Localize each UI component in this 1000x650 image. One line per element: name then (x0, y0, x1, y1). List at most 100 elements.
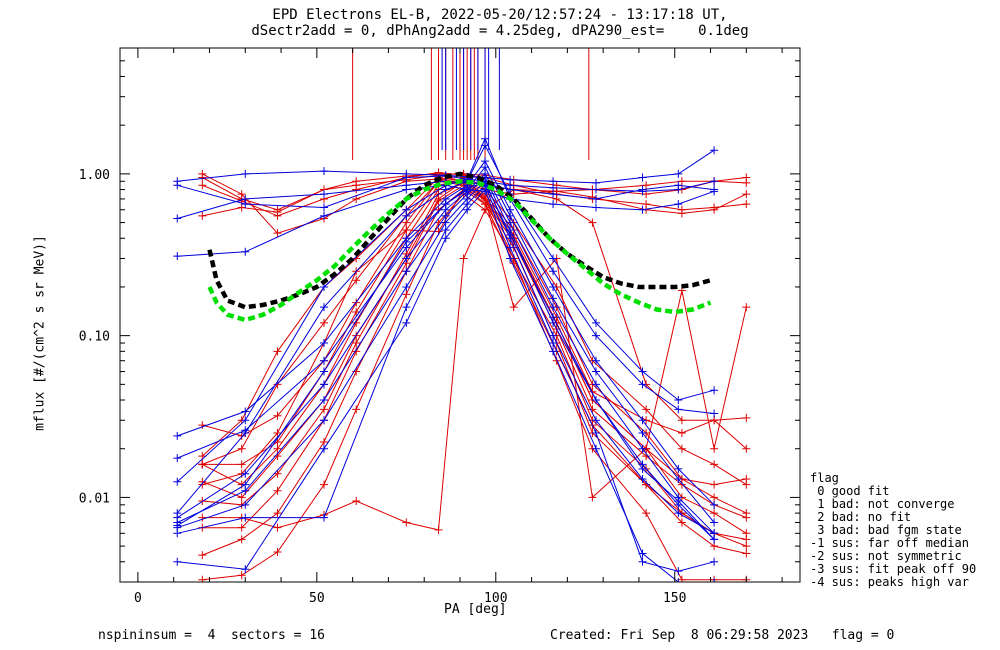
data-point-marker (402, 318, 411, 327)
data-point-marker (273, 486, 282, 495)
data-point-marker (481, 163, 490, 172)
footer-right: Created: Fri Sep 8 06:29:58 2023 flag = … (550, 628, 895, 643)
data-point-marker (402, 290, 411, 299)
data-point-marker (742, 444, 751, 453)
data-point-marker (320, 480, 328, 489)
data-point-marker (320, 513, 328, 522)
data-point-marker (638, 380, 647, 389)
data-point-marker (237, 535, 246, 544)
data-point-marker (549, 347, 558, 356)
data-point-marker (402, 225, 411, 234)
data-point-marker (710, 509, 719, 518)
data-point-marker (638, 557, 647, 566)
data-point-marker (198, 480, 207, 489)
data-point-marker (710, 416, 719, 425)
data-point-marker (273, 229, 282, 238)
data-point-marker (241, 565, 250, 574)
y-tick-label: 0.01 (79, 491, 110, 506)
x-tick-label: 0 (134, 591, 142, 606)
fit-curve-green (207, 179, 712, 323)
data-point-marker (441, 218, 450, 227)
data-point-marker (402, 267, 411, 276)
data-point-marker (638, 367, 647, 376)
data-point-marker (742, 474, 751, 483)
data-point-marker (237, 203, 246, 212)
chart-subtitle: dSectr2add = 0, dPhAng2add = 4.25deg, dP… (251, 23, 749, 39)
data-point-marker (320, 318, 328, 327)
data-point-marker (402, 218, 411, 227)
x-axis-label: PA [deg] (444, 602, 507, 617)
data-point-marker (352, 347, 361, 356)
data-point-marker (198, 181, 207, 190)
data-point-marker (237, 460, 246, 469)
data-point-marker (441, 234, 450, 243)
data-point-marker (463, 205, 472, 214)
data-point-marker (710, 480, 719, 489)
data-point-marker (710, 386, 719, 395)
data-point-marker (241, 513, 250, 522)
data-point-marker (352, 276, 361, 285)
data-point-marker (677, 416, 686, 425)
data-point-marker (710, 444, 719, 453)
data-point-marker (549, 267, 558, 276)
data-point-marker (320, 190, 328, 199)
data-point-marker (273, 444, 282, 453)
data-point-marker (320, 356, 328, 365)
data-point-marker (441, 211, 450, 220)
data-point-marker (198, 169, 207, 178)
data-point-marker (549, 294, 558, 303)
data-point-marker (549, 303, 558, 312)
data-point-marker (241, 480, 250, 489)
data-point-marker (677, 177, 686, 186)
data-point-marker (273, 347, 282, 356)
legend-item: 0 good fit (810, 484, 890, 498)
x-tick-label: 50 (309, 591, 325, 606)
data-point-marker (742, 542, 751, 551)
data-point-marker (173, 214, 182, 223)
data-point-marker (173, 557, 182, 566)
y-tick-label: 1.00 (79, 168, 110, 183)
data-point-marker (173, 477, 182, 486)
data-point-marker (549, 331, 558, 340)
data-point-marker (638, 464, 647, 473)
data-point-marker (549, 190, 558, 199)
data-point-marker (463, 183, 472, 192)
data-point-marker (481, 185, 490, 194)
data-point-marker (674, 200, 683, 209)
data-point-marker (592, 194, 600, 203)
legend-item: -4 sus: peaks high var (810, 575, 969, 589)
data-point-marker (241, 500, 250, 509)
data-layer (173, 48, 751, 582)
data-point-marker (402, 303, 411, 312)
data-point-marker (173, 521, 182, 530)
series-line (177, 180, 715, 534)
data-point-marker (710, 535, 719, 544)
data-point-marker (506, 254, 515, 263)
data-point-marker (638, 416, 647, 425)
data-point-marker (402, 173, 411, 182)
data-point-marker (352, 339, 361, 348)
data-point-marker (320, 203, 328, 212)
data-point-marker (710, 409, 719, 418)
data-point-marker (742, 413, 751, 422)
data-point-marker (674, 181, 683, 190)
data-point-marker (198, 421, 207, 430)
legend-item: 2 bad: no fit (810, 510, 912, 524)
data-point-marker (237, 190, 246, 199)
data-point-marker (237, 523, 246, 532)
data-point-marker (241, 416, 250, 425)
data-point-marker (710, 493, 719, 502)
data-point-marker (506, 243, 515, 252)
data-point-marker (352, 405, 361, 414)
legend-item: -2 sus: not symmetric (810, 549, 962, 563)
data-point-marker (710, 542, 719, 551)
data-point-marker (273, 547, 282, 556)
data-point-marker (549, 339, 558, 348)
data-point-marker (549, 313, 558, 322)
data-point-marker (173, 252, 182, 261)
data-point-marker (173, 431, 182, 440)
data-point-marker (241, 247, 250, 256)
data-point-marker (320, 167, 328, 176)
footer-left: nspininsum = 4 sectors = 16 (98, 628, 325, 643)
